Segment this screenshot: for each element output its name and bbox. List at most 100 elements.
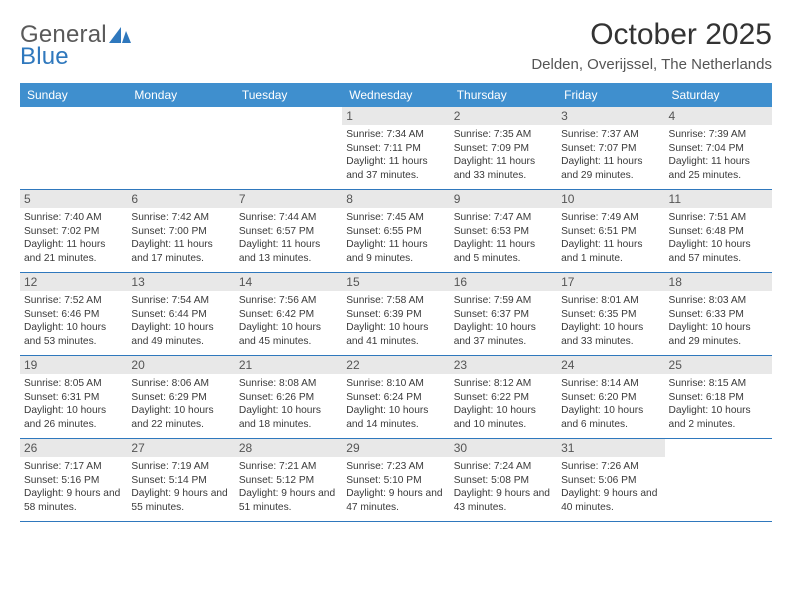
sunrise-text: Sunrise: 8:05 AM <box>24 377 123 391</box>
day-cell: 5Sunrise: 7:40 AMSunset: 7:02 PMDaylight… <box>20 190 127 272</box>
daylight-text: Daylight: 11 hours and 1 minute. <box>561 238 660 265</box>
day-number: 6 <box>127 190 234 208</box>
day-cell: 15Sunrise: 7:58 AMSunset: 6:39 PMDayligh… <box>342 273 449 355</box>
day-cell: 1Sunrise: 7:34 AMSunset: 7:11 PMDaylight… <box>342 107 449 189</box>
day-cell: 24 Sunrise: 8:14 AMSunset: 6:20 PMDayligh… <box>557 356 664 438</box>
week-row: 5Sunrise: 7:40 AMSunset: 7:02 PMDaylight… <box>20 190 772 273</box>
day-cell: 30Sunrise: 7:24 AMSunset: 5:08 PMDayligh… <box>450 439 557 521</box>
day-number: 22 <box>342 356 449 374</box>
daylight-text: Daylight: 10 hours and 18 minutes. <box>239 404 338 431</box>
sunset-text: Sunset: 6:48 PM <box>669 225 768 239</box>
month-title: October 2025 <box>531 18 772 52</box>
sunset-text: Sunset: 6:24 PM <box>346 391 445 405</box>
sunset-text: Sunset: 6:29 PM <box>131 391 230 405</box>
sunset-text: Sunset: 5:10 PM <box>346 474 445 488</box>
day-body: Sunrise: 8:01 AMSunset: 6:35 PMDaylight:… <box>561 294 660 348</box>
sunset-text: Sunset: 6:51 PM <box>561 225 660 239</box>
week-row: 12Sunrise: 7:52 AMSunset: 6:46 PMDayligh… <box>20 273 772 356</box>
header: General Blue October 2025 Delden, Overij… <box>20 18 772 73</box>
day-cell: 12Sunrise: 7:52 AMSunset: 6:46 PMDayligh… <box>20 273 127 355</box>
day-cell: 4Sunrise: 7:39 AMSunset: 7:04 PMDaylight… <box>665 107 772 189</box>
day-cell: 14Sunrise: 7:56 AMSunset: 6:42 PMDayligh… <box>235 273 342 355</box>
daylight-text: Daylight: 9 hours and 51 minutes. <box>239 487 338 514</box>
day-number: 24 <box>557 356 664 374</box>
title-block: October 2025 Delden, Overijssel, The Net… <box>531 18 772 73</box>
day-cell: 10Sunrise: 7:49 AMSunset: 6:51 PMDayligh… <box>557 190 664 272</box>
sunrise-text: Sunrise: 8:03 AM <box>669 294 768 308</box>
day-number: 28 <box>235 439 342 457</box>
day-number: 30 <box>450 439 557 457</box>
calendar-table: Sunday Monday Tuesday Wednesday Thursday… <box>20 83 772 522</box>
sunrise-text: Sunrise: 7:35 AM <box>454 128 553 142</box>
day-body: Sunrise: 8:15 AMSunset: 6:18 PMDaylight:… <box>669 377 768 431</box>
day-number: 17 <box>557 273 664 291</box>
day-body: Sunrise: 7:44 AMSunset: 6:57 PMDaylight:… <box>239 211 338 265</box>
day-cell: 22 Sunrise: 8:10 AMSunset: 6:24 PMDayligh… <box>342 356 449 438</box>
dow-wednesday: Wednesday <box>342 83 449 107</box>
daylight-text: Daylight: 9 hours and 40 minutes. <box>561 487 660 514</box>
dow-thursday: Thursday <box>450 83 557 107</box>
day-body: Sunrise: 7:37 AMSunset: 7:07 PMDaylight:… <box>561 128 660 182</box>
sunset-text: Sunset: 6:55 PM <box>346 225 445 239</box>
sunrise-text: Sunrise: 8:10 AM <box>346 377 445 391</box>
sunset-text: Sunset: 6:57 PM <box>239 225 338 239</box>
sunrise-text: Sunrise: 7:54 AM <box>131 294 230 308</box>
sunset-text: Sunset: 6:53 PM <box>454 225 553 239</box>
sunset-text: Sunset: 6:18 PM <box>669 391 768 405</box>
day-number: 10 <box>557 190 664 208</box>
day-body: Sunrise: 7:17 AMSunset: 5:16 PMDaylight:… <box>24 460 123 514</box>
day-cell: 25Sunrise: 8:15 AMSunset: 6:18 PMDayligh… <box>665 356 772 438</box>
sunrise-text: Sunrise: 7:56 AM <box>239 294 338 308</box>
sunrise-text: Sunrise: 7:39 AM <box>669 128 768 142</box>
day-cell: 26Sunrise: 7:17 AMSunset: 5:16 PMDayligh… <box>20 439 127 521</box>
day-cell: 23Sunrise: 8:12 AMSunset: 6:22 PMDayligh… <box>450 356 557 438</box>
daylight-text: Daylight: 11 hours and 13 minutes. <box>239 238 338 265</box>
daylight-text: Daylight: 10 hours and 41 minutes. <box>346 321 445 348</box>
day-body: Sunrise: 8:14 AMSunset: 6:20 PMDaylight:… <box>561 377 660 431</box>
logo-text: General Blue <box>20 24 107 68</box>
day-cell: 11Sunrise: 7:51 AMSunset: 6:48 PMDayligh… <box>665 190 772 272</box>
day-body: Sunrise: 7:34 AMSunset: 7:11 PMDaylight:… <box>346 128 445 182</box>
sunset-text: Sunset: 5:12 PM <box>239 474 338 488</box>
day-number: 8 <box>342 190 449 208</box>
dow-sunday: Sunday <box>20 83 127 107</box>
location-label: Delden, Overijssel, The Netherlands <box>531 56 772 73</box>
day-body: Sunrise: 7:56 AMSunset: 6:42 PMDaylight:… <box>239 294 338 348</box>
day-body: Sunrise: 7:19 AMSunset: 5:14 PMDaylight:… <box>131 460 230 514</box>
daylight-text: Daylight: 10 hours and 53 minutes. <box>24 321 123 348</box>
day-body: Sunrise: 8:10 AMSunset: 6:24 PMDaylight:… <box>346 377 445 431</box>
day-body: Sunrise: 7:54 AMSunset: 6:44 PMDaylight:… <box>131 294 230 348</box>
day-cell: 18Sunrise: 8:03 AMSunset: 6:33 PMDayligh… <box>665 273 772 355</box>
daylight-text: Daylight: 11 hours and 25 minutes. <box>669 155 768 182</box>
day-cell: 7 Sunrise: 7:44 AMSunset: 6:57 PMDaylight… <box>235 190 342 272</box>
sunrise-text: Sunrise: 7:21 AM <box>239 460 338 474</box>
daylight-text: Daylight: 10 hours and 10 minutes. <box>454 404 553 431</box>
day-number: 7 <box>235 190 342 208</box>
sunset-text: Sunset: 7:04 PM <box>669 142 768 156</box>
day-body: Sunrise: 8:06 AMSunset: 6:29 PMDaylight:… <box>131 377 230 431</box>
sunrise-text: Sunrise: 7:17 AM <box>24 460 123 474</box>
sunset-text: Sunset: 5:06 PM <box>561 474 660 488</box>
sunrise-text: Sunrise: 7:23 AM <box>346 460 445 474</box>
sunrise-text: Sunrise: 7:58 AM <box>346 294 445 308</box>
sunset-text: Sunset: 6:31 PM <box>24 391 123 405</box>
day-number: 16 <box>450 273 557 291</box>
sunrise-text: Sunrise: 7:52 AM <box>24 294 123 308</box>
sunrise-text: Sunrise: 7:34 AM <box>346 128 445 142</box>
day-body: Sunrise: 8:08 AMSunset: 6:26 PMDaylight:… <box>239 377 338 431</box>
day-body: Sunrise: 7:39 AMSunset: 7:04 PMDaylight:… <box>669 128 768 182</box>
day-of-week-header: Sunday Monday Tuesday Wednesday Thursday… <box>20 83 772 107</box>
daylight-text: Daylight: 10 hours and 45 minutes. <box>239 321 338 348</box>
sunset-text: Sunset: 7:07 PM <box>561 142 660 156</box>
day-cell: 16Sunrise: 7:59 AMSunset: 6:37 PMDayligh… <box>450 273 557 355</box>
sunset-text: Sunset: 5:14 PM <box>131 474 230 488</box>
sunrise-text: Sunrise: 7:37 AM <box>561 128 660 142</box>
sunset-text: Sunset: 6:20 PM <box>561 391 660 405</box>
dow-monday: Monday <box>127 83 234 107</box>
day-cell: 3Sunrise: 7:37 AMSunset: 7:07 PMDaylight… <box>557 107 664 189</box>
daylight-text: Daylight: 9 hours and 55 minutes. <box>131 487 230 514</box>
day-number: 23 <box>450 356 557 374</box>
day-number: 18 <box>665 273 772 291</box>
day-number: 12 <box>20 273 127 291</box>
daylight-text: Daylight: 9 hours and 58 minutes. <box>24 487 123 514</box>
